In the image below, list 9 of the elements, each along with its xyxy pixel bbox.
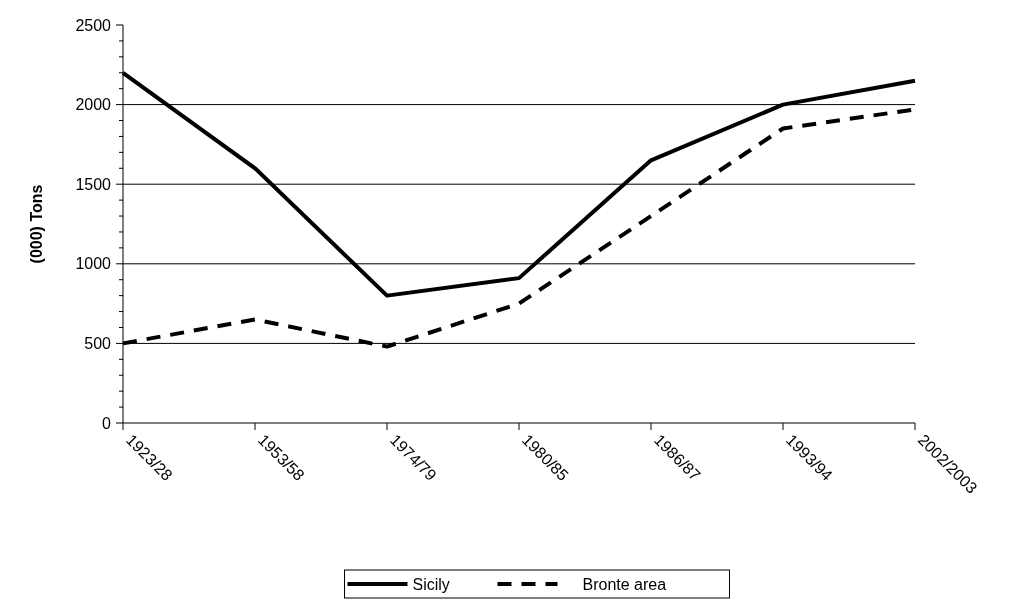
y-tick-label: 1500	[75, 175, 112, 193]
y-tick-label: 2000	[75, 96, 112, 114]
y-tick-label: 1000	[75, 255, 112, 273]
legend-label: Bronte area	[582, 575, 667, 593]
y-tick-label: 2500	[75, 16, 112, 34]
y-axis-title: (000) Tons	[28, 184, 45, 264]
legend-label: Sicily	[412, 575, 450, 593]
y-tick-label: 0	[102, 414, 112, 432]
y-tick-label: 500	[84, 335, 112, 352]
